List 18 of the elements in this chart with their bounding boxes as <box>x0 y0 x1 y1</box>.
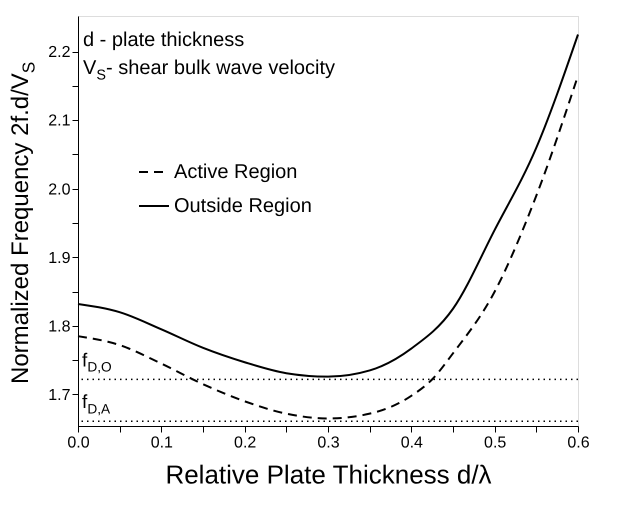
y-tick-label: 2.0 <box>48 181 71 198</box>
y-tick-label: 2.1 <box>48 112 71 130</box>
y-tick-label: 1.9 <box>48 250 71 267</box>
x-tick-label: 0.5 <box>484 434 506 452</box>
annotation: d - plate thickness <box>82 29 244 51</box>
x-tick-label: 0.2 <box>234 434 256 452</box>
x-tick-label: 0.0 <box>67 434 90 452</box>
y-tick-label: 1.7 <box>48 386 71 404</box>
x-tick-label: 0.3 <box>317 434 340 452</box>
y-tick-label: 1.8 <box>48 318 71 336</box>
y-axis-title: Normalized Frequency 2f.d/VS <box>7 62 39 384</box>
legend-label: Outside Region <box>174 195 312 217</box>
x-axis-title: Relative Plate Thickness d/λ <box>165 460 492 490</box>
legend-label: Active Region <box>174 161 298 183</box>
x-tick-label: 0.1 <box>150 434 174 452</box>
x-tick-label: 0.6 <box>567 434 590 452</box>
y-tick-label: 2.2 <box>48 44 71 62</box>
x-tick-label: 0.4 <box>400 434 424 452</box>
